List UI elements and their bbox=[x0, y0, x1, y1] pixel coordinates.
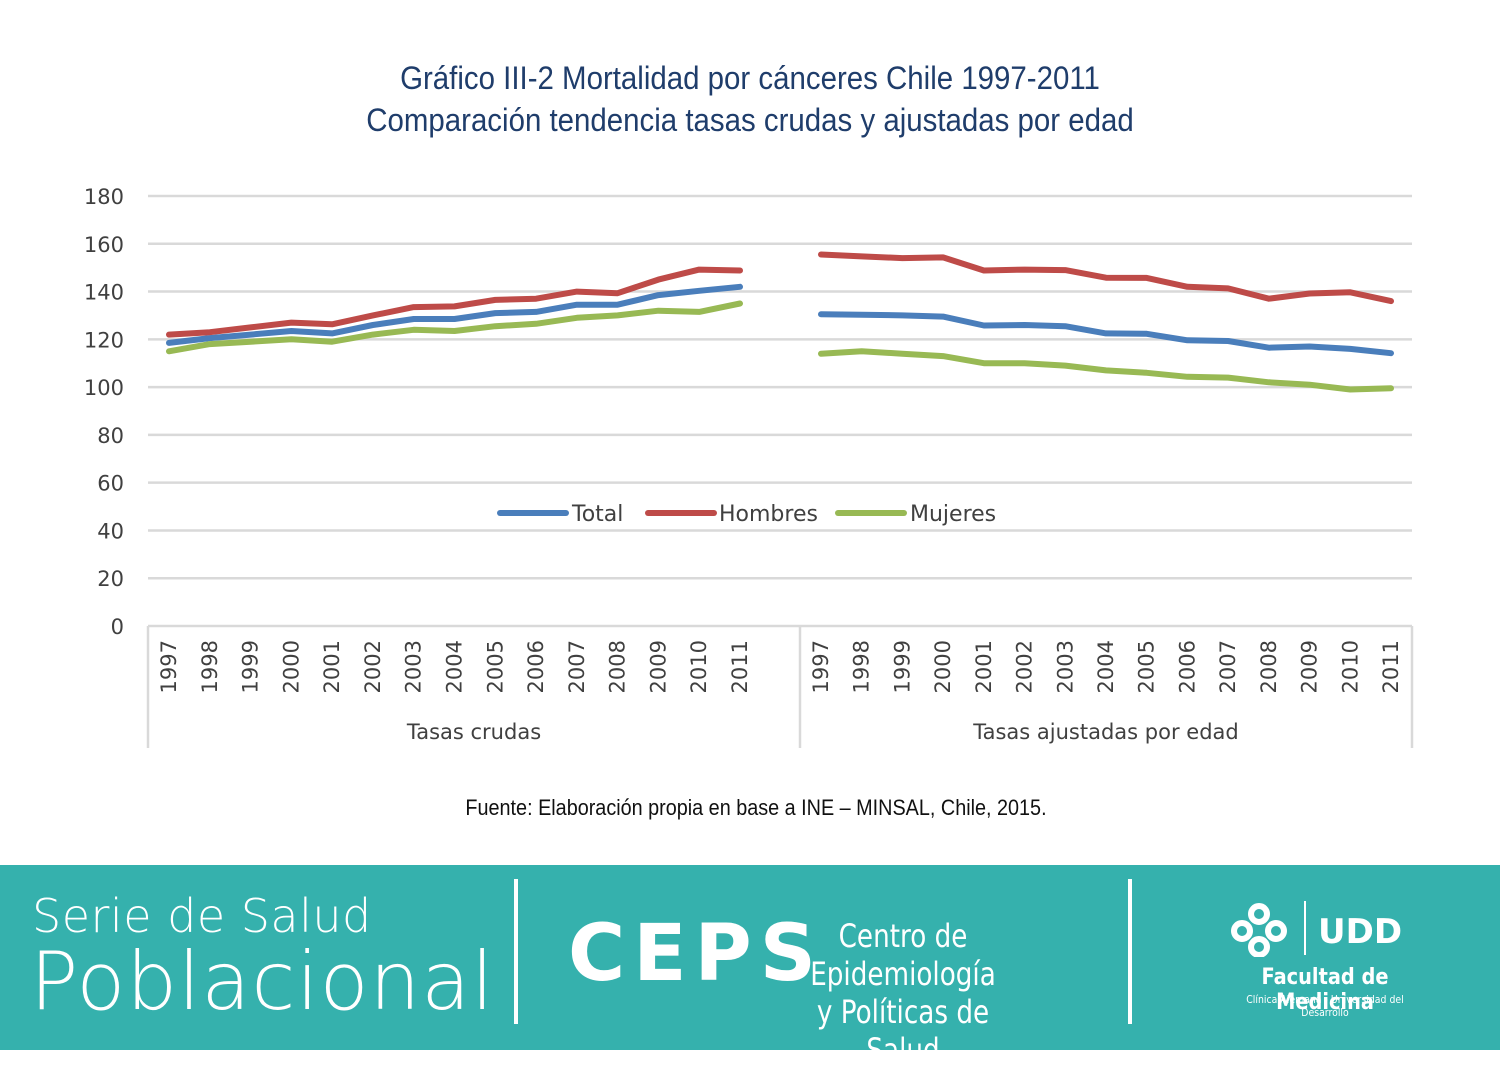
y-tick-label: 40 bbox=[97, 519, 124, 543]
chart-title-line-2: Comparación tendencia tasas crudas y aju… bbox=[366, 102, 1134, 138]
y-tick-label: 20 bbox=[97, 567, 124, 591]
y-tick-label: 180 bbox=[84, 185, 124, 209]
y-tick-label: 160 bbox=[84, 233, 124, 257]
clinica-alemana-logo-icon bbox=[1231, 903, 1287, 957]
x-tick-label: 2008 bbox=[1257, 640, 1281, 693]
x-tick-label: 2002 bbox=[361, 640, 385, 693]
ceps-logo-text: CEPS bbox=[568, 909, 824, 999]
source-note: Fuente: Elaboración propia en base a INE… bbox=[465, 795, 1047, 820]
x-tick-label: 1998 bbox=[198, 640, 222, 693]
chart: 0 20 40 60 80 100 120 140 160 180 1997 1998 1999 200… bbox=[84, 185, 1414, 748]
x-tick-label: 2006 bbox=[1175, 640, 1199, 693]
faculty-subtitle: Clínica Alemana - Universidad del Desarr… bbox=[1246, 993, 1404, 1019]
y-tick-label: 80 bbox=[97, 424, 124, 448]
x-tick-label: 2009 bbox=[1298, 640, 1322, 693]
x-group-label: Tasas ajustadas por edad bbox=[972, 720, 1238, 744]
x-tick-label: 1997 bbox=[809, 640, 833, 693]
x-tick-label: 2011 bbox=[728, 640, 752, 693]
y-tick-label: 100 bbox=[84, 376, 124, 400]
x-tick-label: 2000 bbox=[279, 640, 303, 693]
ceps-description-line-1: Centro de Epidemiología bbox=[810, 917, 996, 993]
x-tick-label: 2005 bbox=[483, 640, 507, 693]
legend-label-hombres: Hombres bbox=[719, 502, 818, 527]
footer-divider bbox=[514, 879, 518, 1024]
ceps-description: Centro de Epidemiología y Políticas de S… bbox=[780, 917, 1026, 1069]
x-tick-label: 2007 bbox=[1216, 640, 1240, 693]
x-tick-label: 2005 bbox=[1135, 640, 1159, 693]
series-line-total bbox=[166, 283, 743, 346]
udd-logo-icon: UDD bbox=[1318, 913, 1402, 947]
series-lines bbox=[166, 251, 1394, 393]
x-tick-label: 2007 bbox=[565, 640, 589, 693]
legend-label-total: Total bbox=[571, 502, 623, 527]
ceps-description-line-2: y Políticas de Salud bbox=[816, 993, 990, 1069]
x-tick-label: 2010 bbox=[687, 640, 711, 693]
x-tick-label: 1999 bbox=[890, 640, 914, 693]
x-tick-label: 2001 bbox=[972, 640, 996, 693]
series-title-line-2: Poblacional bbox=[30, 935, 495, 1028]
x-tick-label: 2002 bbox=[1013, 640, 1037, 693]
series-title-line-1: Serie de Salud bbox=[32, 889, 372, 943]
x-tick-label: 2003 bbox=[1053, 640, 1077, 693]
series-line-total bbox=[818, 311, 1394, 357]
footer-banner: Serie de Salud Poblacional CEPS Centro d… bbox=[0, 865, 1500, 1069]
series-line-hombres bbox=[818, 251, 1394, 305]
y-axis-ticks: 0 20 40 60 80 100 120 140 160 180 bbox=[84, 185, 124, 639]
x-tick-label: 2000 bbox=[931, 640, 955, 693]
x-tick-label: 1997 bbox=[157, 640, 181, 693]
x-tick-label: 2008 bbox=[606, 640, 630, 693]
legend: Total Hombres Mujeres bbox=[497, 502, 996, 527]
x-tick-label: 2011 bbox=[1379, 640, 1403, 693]
y-tick-label: 120 bbox=[84, 328, 124, 352]
x-tick-label: 2003 bbox=[402, 640, 426, 693]
legend-label-mujeres: Mujeres bbox=[910, 502, 996, 527]
x-tick-label: 2004 bbox=[443, 640, 467, 693]
series-line-mujeres bbox=[166, 300, 743, 355]
x-tick-label: 2009 bbox=[646, 640, 670, 693]
x-tick-label: 2006 bbox=[524, 640, 548, 693]
footer-divider bbox=[1128, 879, 1132, 1024]
y-tick-label: 140 bbox=[84, 281, 124, 305]
x-tick-label: 2010 bbox=[1338, 640, 1362, 693]
x-tick-label: 1999 bbox=[239, 640, 263, 693]
x-group-label: Tasas crudas bbox=[406, 720, 541, 744]
udd-logo-text: UDD bbox=[1318, 913, 1402, 947]
chart-title-line-1: Gráfico III-2 Mortalidad por cánceres Ch… bbox=[400, 60, 1100, 96]
x-tick-label: 1998 bbox=[850, 640, 874, 693]
y-tick-label: 60 bbox=[97, 472, 124, 496]
x-axis: 1997 1998 1999 2000 2001 2002 2003 2004 2005 2006… bbox=[146, 624, 1414, 748]
x-tick-label: 2004 bbox=[1094, 640, 1118, 693]
series-line-mujeres bbox=[818, 348, 1394, 393]
logo-divider bbox=[1304, 901, 1306, 955]
series-line-hombres bbox=[166, 266, 743, 338]
faculty-name: Facultad de Medicina bbox=[1261, 965, 1389, 1015]
y-tick-label: 0 bbox=[111, 615, 124, 639]
x-tick-label: 2001 bbox=[320, 640, 344, 693]
